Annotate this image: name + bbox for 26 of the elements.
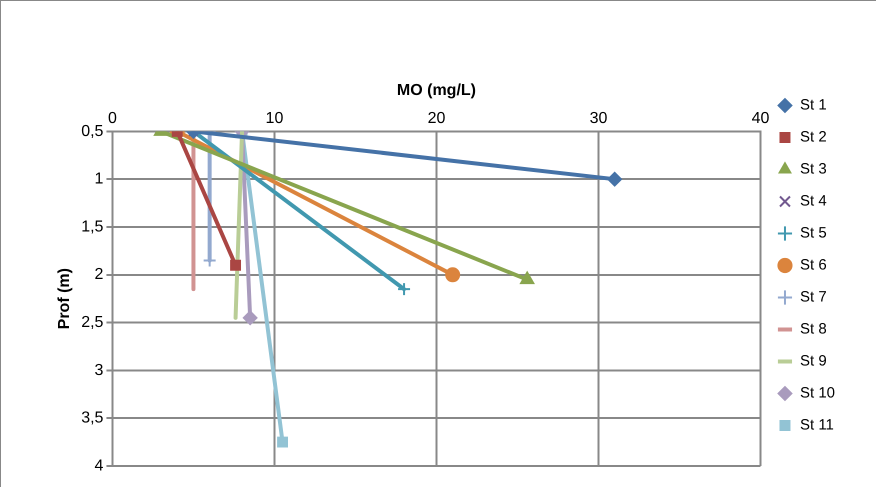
legend-label: St 1	[800, 96, 827, 114]
x-tick-label: 40	[752, 110, 770, 128]
x-tick-label: 30	[590, 110, 608, 128]
y-tick-label: 0,5	[81, 122, 104, 140]
x-tick-label: 10	[266, 110, 284, 128]
legend-label: St 8	[800, 320, 827, 338]
legend-label: St 11	[800, 416, 834, 434]
y-axis-title: Prof (m)	[56, 268, 74, 330]
y-tick-label: 2,5	[81, 314, 104, 332]
x-tick-label: 0	[108, 110, 117, 128]
y-tick-label: 4	[94, 457, 104, 474]
y-tick-label: 1	[94, 170, 104, 188]
x-tick-label: 20	[428, 110, 446, 128]
legend-label: St 3	[800, 160, 827, 178]
y-tick-label: 3	[94, 362, 104, 379]
legend-label: St 5	[800, 224, 827, 242]
legend-label: St 4	[800, 192, 827, 210]
legend-label: St 2	[800, 128, 827, 146]
legend-label: St 6	[800, 256, 827, 274]
x-axis-title: MO (mg/L)	[396, 82, 476, 100]
y-tick-label: 3,5	[81, 410, 104, 427]
y-tick-label: 1,5	[81, 218, 104, 236]
legend-label: St 7	[800, 288, 827, 306]
legend-label: St 9	[800, 352, 827, 370]
legend-label: St 10	[800, 384, 836, 402]
y-tick-label: 2	[94, 266, 104, 284]
